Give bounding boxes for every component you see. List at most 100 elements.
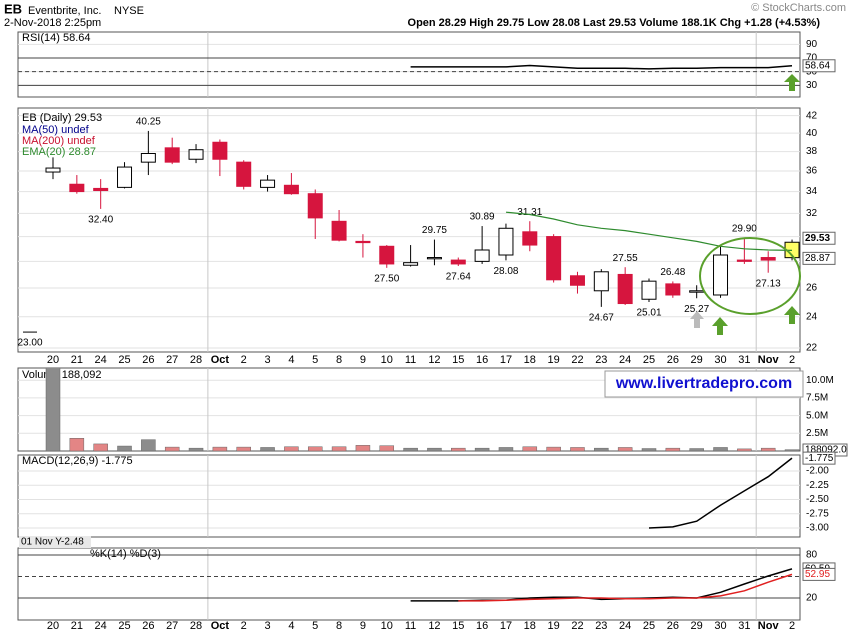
candle-body — [593, 271, 609, 292]
point-label: 30.89 — [470, 212, 495, 223]
indicator-line — [410, 64, 793, 70]
x-tick-label: 8 — [336, 620, 342, 632]
candle-body — [69, 183, 85, 193]
bar — [164, 446, 180, 451]
legend-entry: MA(50) undef — [22, 124, 90, 136]
x-tick-label: 24 — [619, 620, 631, 632]
company: Eventbrite, Inc. — [28, 5, 101, 17]
legend-entry: EMA(20) 28.87 — [22, 146, 96, 158]
candle-body — [522, 231, 538, 246]
value-label: -1.775 — [805, 453, 834, 464]
x-tick-label: 20 — [47, 620, 59, 632]
x-tick-label: 2 — [241, 354, 247, 366]
x-tick-label: 18 — [524, 620, 536, 632]
bar — [307, 446, 323, 451]
bar — [45, 368, 61, 451]
x-tick-label: 10 — [381, 620, 393, 632]
x-tick-label: 4 — [288, 354, 294, 366]
x-tick-label: 9 — [360, 620, 366, 632]
x-tick-label: 20 — [47, 354, 59, 366]
point-label: 27.13 — [756, 278, 781, 289]
candle-body — [450, 259, 466, 265]
x-tick-label: 26 — [142, 620, 154, 632]
y-tick-label: 38 — [806, 146, 818, 157]
x-tick-label: 19 — [548, 354, 560, 366]
y-tick-label: 22 — [806, 343, 818, 354]
x-tick-label: Oct — [211, 620, 230, 632]
x-tick-label: 23 — [595, 354, 607, 366]
x-tick-label: 15 — [452, 354, 464, 366]
bar — [760, 447, 776, 451]
y-tick-label: -2.50 — [806, 494, 829, 505]
bar — [236, 446, 251, 451]
candle-body — [498, 227, 514, 256]
x-tick-label: 3 — [264, 620, 270, 632]
bar — [117, 445, 132, 451]
y-tick-label: -2.00 — [806, 466, 829, 477]
x-tick-label: 27 — [166, 354, 178, 366]
x-tick-label: 4 — [288, 620, 294, 632]
candle-body — [331, 220, 347, 241]
y-tick-label: 36 — [806, 166, 818, 177]
indicator-line — [648, 457, 793, 529]
y-tick-label: 90 — [806, 39, 818, 50]
y-tick-label: 30 — [806, 80, 818, 91]
bar — [427, 447, 442, 451]
bar — [594, 447, 609, 451]
panel-title: RSI(14) 58.64 — [22, 32, 90, 44]
x-tick-label: 29 — [691, 354, 703, 366]
candle-body — [426, 257, 442, 260]
x-tick-label: 8 — [336, 354, 342, 366]
x-tick-label: 22 — [571, 354, 583, 366]
bar — [93, 443, 108, 451]
value-label: 58.64 — [805, 60, 830, 71]
value-label: 28.87 — [805, 253, 830, 264]
bar — [284, 446, 299, 451]
y-tick-label: 2.5M — [806, 428, 828, 439]
x-tick-label: 10 — [381, 354, 393, 366]
x-tick-label: 15 — [452, 620, 464, 632]
plot-layer: 2224262830323436384042EB (Daily) 29.53MA… — [17, 31, 848, 632]
panel-title: EB (Daily) 29.53 — [22, 112, 102, 124]
candle-body — [736, 259, 752, 262]
candle-body — [689, 290, 705, 293]
ema-line — [505, 211, 793, 251]
x-tick-label: 5 — [312, 354, 318, 366]
bar — [617, 447, 633, 451]
x-tick-label: 3 — [264, 354, 270, 366]
cursor-box — [19, 536, 91, 548]
bar — [331, 446, 347, 451]
credit: © StockCharts.com — [751, 2, 846, 14]
bar — [522, 446, 538, 451]
annotations: www.livertradepro.com — [604, 74, 804, 398]
candle-body — [569, 275, 585, 286]
bar — [403, 447, 418, 451]
y-tick-label: -2.75 — [806, 508, 829, 519]
x-tick-label: 5 — [312, 620, 318, 632]
candle-body — [474, 249, 490, 262]
point-label: 25.27 — [684, 304, 709, 315]
x-tick-label: Nov — [758, 354, 780, 366]
value-box — [802, 231, 836, 245]
arrow — [690, 311, 704, 328]
x-tick-label: 30 — [714, 620, 726, 632]
candle-body — [188, 149, 204, 160]
x-tick-label: 2 — [789, 354, 795, 366]
bar — [498, 447, 514, 451]
x-tick-label: 2 — [789, 620, 795, 632]
bar — [641, 448, 657, 451]
point-label: 31.31 — [517, 207, 542, 218]
candle-body — [212, 141, 228, 160]
x-tick-label: 24 — [619, 354, 631, 366]
x-tick-label: 9 — [360, 354, 366, 366]
watermark-box — [604, 370, 804, 398]
bar — [355, 445, 371, 451]
y-tick-label: 70 — [806, 53, 818, 64]
x-tick-label: 23 — [595, 620, 607, 632]
x-tick-label: 31 — [738, 620, 750, 632]
panel-frame — [17, 454, 801, 538]
indicator-line — [458, 573, 793, 602]
x-tick-label: 25 — [118, 620, 130, 632]
y-tick-label: 32 — [806, 208, 818, 219]
highlight-circle — [699, 237, 801, 315]
